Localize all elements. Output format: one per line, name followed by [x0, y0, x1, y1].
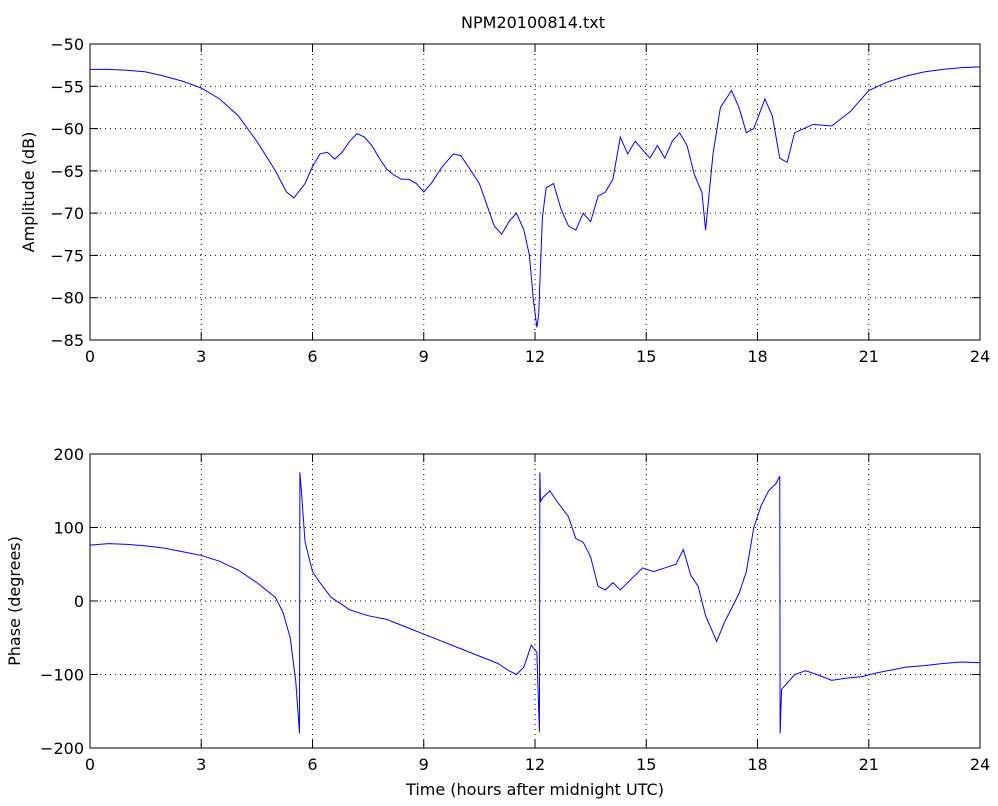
phase-x-axis-label: Time (hours after midnight UTC)	[405, 780, 664, 799]
phase-x-ticks: 0 3 6 9 12 15 18 21 24	[85, 454, 990, 774]
x-tick-label: 12	[525, 755, 545, 774]
y-tick-label: −55	[50, 77, 84, 96]
y-tick-label: −200	[40, 739, 84, 758]
y-tick-label: 100	[53, 519, 84, 538]
x-tick-label: 3	[196, 347, 206, 366]
amplitude-series-line	[90, 66, 981, 328]
x-tick-label: 9	[419, 347, 429, 366]
x-tick-label: 18	[747, 347, 767, 366]
amplitude-chart: 0 3 6 9 12 15 18 21 24 −85−80−75−70−65−60−55−50 …	[19, 35, 990, 366]
y-tick-label: −70	[50, 204, 84, 223]
x-tick-label: 0	[85, 347, 95, 366]
amplitude-grid	[90, 44, 980, 340]
x-tick-label: 15	[636, 347, 656, 366]
x-tick-label: 12	[525, 347, 545, 366]
x-tick-label: 24	[970, 755, 990, 774]
y-tick-label: 0	[74, 592, 84, 611]
x-tick-label: 6	[307, 755, 317, 774]
y-tick-label: 200	[53, 445, 84, 464]
y-tick-label: −60	[50, 120, 84, 139]
phase-grid	[90, 454, 980, 748]
y-tick-label: −65	[50, 162, 84, 181]
x-tick-label: 15	[636, 755, 656, 774]
phase-y-axis-label: Phase (degrees)	[5, 536, 24, 666]
x-tick-label: 24	[970, 347, 990, 366]
figure-title: NPM20100814.txt	[461, 13, 605, 32]
y-tick-label: −80	[50, 289, 84, 308]
y-tick-label: −75	[50, 246, 84, 265]
phase-chart: 0 3 6 9 12 15 18 21 24 −200 −100 0 100 200 Phase (de…	[5, 445, 990, 799]
x-tick-label: 3	[196, 755, 206, 774]
x-tick-label: 9	[419, 755, 429, 774]
y-tick-label: −100	[40, 666, 84, 685]
y-tick-label: −85	[50, 331, 84, 350]
x-tick-label: 21	[859, 755, 879, 774]
amplitude-x-ticks: 0 3 6 9 12 15 18 21 24	[85, 44, 990, 366]
y-tick-label: −50	[50, 35, 84, 54]
x-tick-label: 18	[747, 755, 767, 774]
x-tick-label: 0	[85, 755, 95, 774]
phase-y-ticks: −200 −100 0 100 200	[40, 445, 980, 758]
amplitude-plot-area	[89, 43, 981, 341]
amplitude-y-ticks: −85 −80 −75 −70 −65 −60 −55 −50	[50, 35, 980, 350]
amplitude-y-axis-label: Amplitude (dB)	[19, 132, 38, 253]
x-tick-label: 21	[859, 347, 879, 366]
phase-series-line	[89, 472, 981, 734]
x-tick-label: 6	[307, 347, 317, 366]
